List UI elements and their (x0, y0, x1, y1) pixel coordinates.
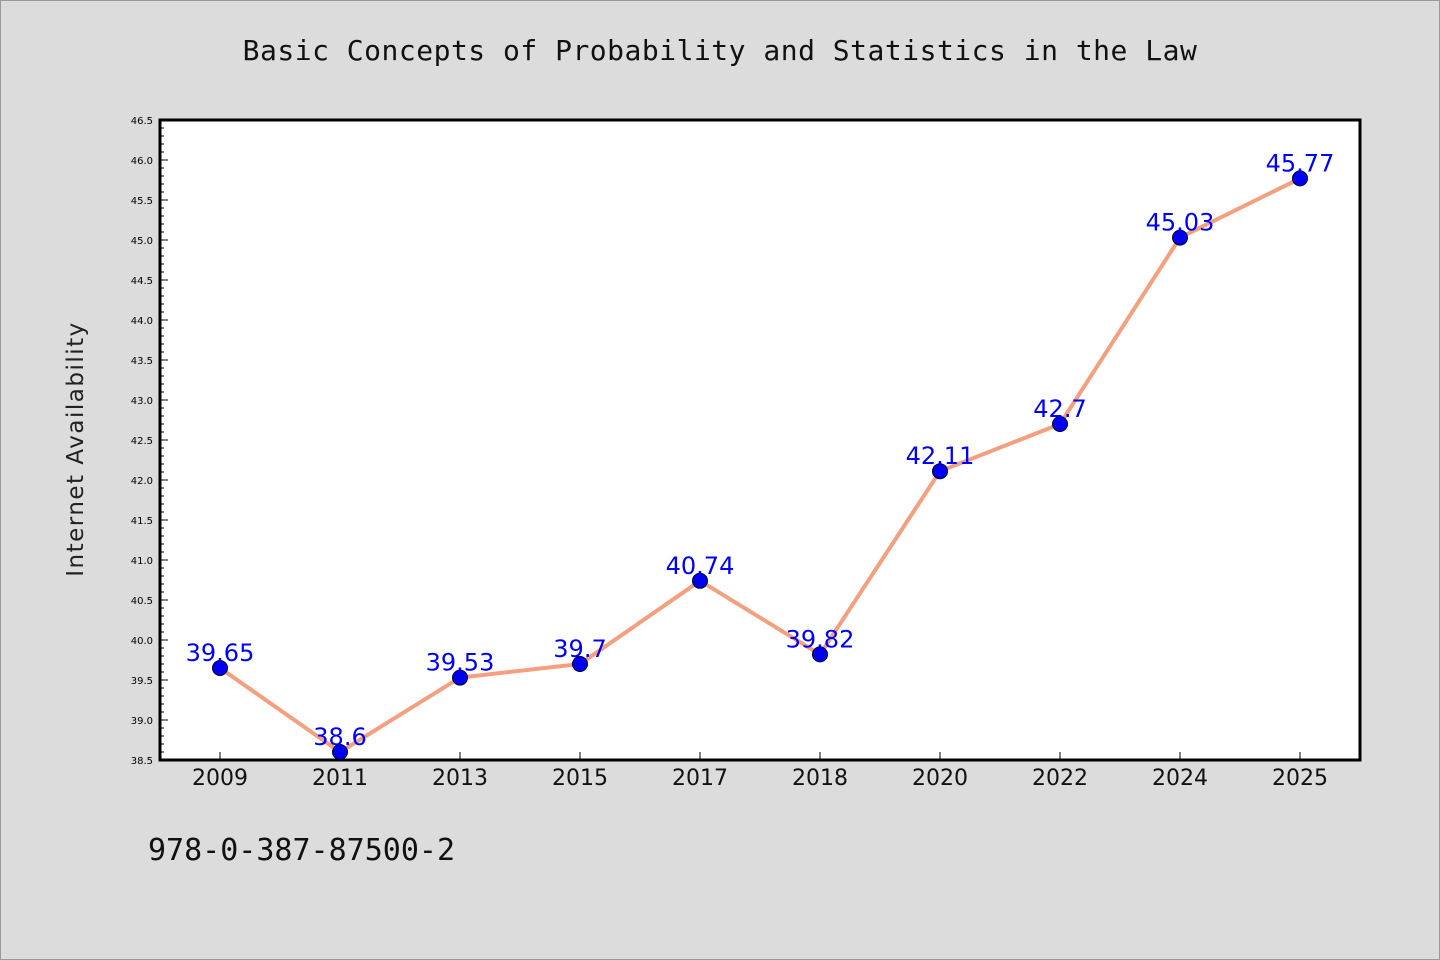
x-axis: 2009 2011 2013 2015 2017 2018 2020 2022 2024 2025 (192, 752, 1328, 791)
data-point (1292, 170, 1308, 187)
y-tick-label: 39.5 (131, 676, 153, 687)
y-tick-label: 40.5 (131, 596, 153, 607)
y-tick-label: 38.5 (131, 756, 153, 767)
x-tick-label: 2022 (1032, 766, 1088, 791)
data-point (572, 656, 588, 672)
y-tick-label: 46.5 (131, 116, 153, 127)
data-markers (212, 170, 1308, 760)
y-axis: 38.5 39.0 39.5 40.0 40.5 41.0 41.5 42.0 42.5 43.0… (131, 116, 168, 767)
x-tick-label: 2024 (1152, 766, 1208, 791)
y-tick-label: 39.0 (131, 716, 153, 727)
data-label: 42.11 (906, 442, 975, 470)
data-point (1052, 416, 1068, 432)
x-tick-label: 2013 (432, 766, 488, 791)
x-tick-label: 2009 (192, 766, 248, 791)
y-tick-label: 41.5 (131, 516, 153, 527)
y-tick-label: 43.0 (131, 396, 153, 407)
y-tick-label: 43.5 (131, 356, 153, 367)
data-label: 39.53 (426, 649, 495, 677)
y-tick-label: 44.0 (131, 316, 153, 327)
data-label: 39.7 (553, 635, 606, 663)
data-point (452, 669, 468, 686)
data-label: 39.65 (186, 639, 255, 667)
data-label: 45.77 (1266, 149, 1335, 177)
y-tick-label: 41.0 (131, 556, 153, 567)
y-tick-label: 46.0 (131, 156, 153, 167)
data-point (212, 660, 228, 676)
x-tick-label: 2011 (312, 766, 368, 791)
chart-title: Basic Concepts of Probability and Statis… (242, 34, 1198, 67)
data-label: 39.82 (786, 625, 855, 653)
data-point (812, 646, 828, 663)
data-labels: 39.65 38.6 39.53 39.7 40.74 39.82 42.11 42.7 45.… (186, 149, 1335, 751)
isbn-footnote: 978-0-387-87500-2 (148, 833, 456, 868)
plot-area (158, 118, 1362, 762)
data-label: 38.6 (313, 723, 366, 751)
x-tick-label: 2025 (1272, 766, 1328, 791)
x-tick-label: 2020 (912, 766, 968, 791)
y-tick-label: 42.5 (131, 436, 153, 447)
y-tick-label: 45.5 (131, 196, 153, 207)
data-label: 42.7 (1033, 395, 1086, 423)
data-label: 45.03 (1146, 209, 1215, 237)
y-tick-label: 45.0 (131, 236, 153, 247)
data-point (1172, 229, 1188, 246)
y-tick-label: 44.5 (131, 276, 153, 287)
x-tick-label: 2017 (672, 766, 728, 791)
data-point (332, 744, 348, 760)
data-label: 40.74 (666, 552, 735, 580)
series-line (218, 176, 1302, 754)
y-tick-label: 42.0 (131, 476, 153, 487)
y-tick-label: 40.0 (131, 636, 153, 647)
x-tick-label: 2018 (792, 766, 848, 791)
data-point (932, 463, 948, 480)
data-point (692, 572, 708, 589)
x-tick-label: 2015 (552, 766, 608, 791)
